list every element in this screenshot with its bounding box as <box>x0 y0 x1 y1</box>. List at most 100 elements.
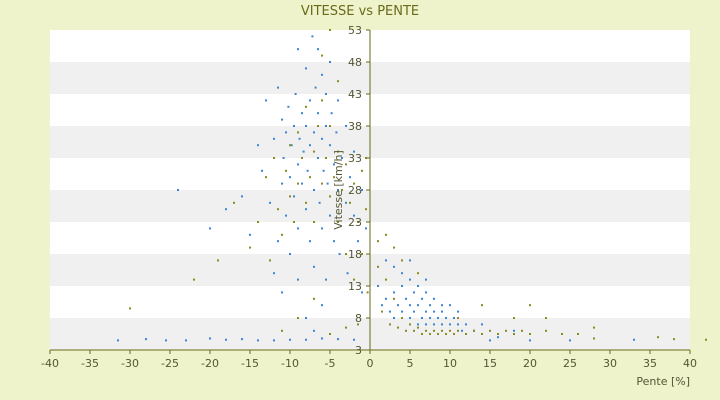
data-point <box>165 339 167 342</box>
x-tick-label: -15 <box>241 357 259 370</box>
data-point <box>301 157 303 159</box>
data-point <box>318 201 321 204</box>
data-point <box>273 272 275 275</box>
y-tick-label: 28 <box>348 184 362 197</box>
data-point <box>381 304 383 307</box>
data-point <box>311 35 314 38</box>
data-point <box>335 131 338 134</box>
data-point <box>297 48 299 51</box>
data-point <box>529 339 531 342</box>
data-point <box>314 86 317 89</box>
data-point <box>313 150 315 153</box>
data-point <box>449 304 451 307</box>
data-point <box>349 176 351 179</box>
data-point <box>345 125 347 127</box>
data-point <box>461 329 463 332</box>
data-point <box>393 265 395 268</box>
data-point <box>465 323 467 326</box>
x-tick-label: -20 <box>201 357 219 370</box>
data-point <box>481 323 483 326</box>
data-point <box>545 317 547 319</box>
data-point <box>309 240 311 243</box>
x-tick-label: 40 <box>683 357 697 370</box>
data-point <box>293 195 295 198</box>
data-point <box>321 137 323 140</box>
data-point <box>317 125 319 127</box>
data-point <box>313 189 315 191</box>
data-point <box>321 99 323 102</box>
data-point <box>305 105 307 108</box>
data-point <box>425 329 427 332</box>
data-point <box>345 253 347 255</box>
data-point <box>305 201 307 204</box>
data-point <box>341 189 343 191</box>
data-point <box>345 163 347 166</box>
data-point <box>273 137 275 140</box>
data-point <box>437 317 439 319</box>
data-point <box>309 176 311 179</box>
data-point <box>241 195 243 198</box>
data-point <box>389 310 391 313</box>
x-tick-label: -10 <box>281 357 299 370</box>
data-point <box>409 317 411 319</box>
data-point <box>481 304 483 307</box>
y-tick-label: 18 <box>348 248 362 261</box>
data-point <box>177 189 179 191</box>
data-point <box>289 253 291 255</box>
data-point <box>393 291 395 294</box>
data-point <box>441 310 443 313</box>
data-point <box>297 317 299 319</box>
x-tick-label: -40 <box>41 357 59 370</box>
data-point <box>497 333 499 335</box>
data-point <box>441 304 443 307</box>
data-point <box>317 157 319 159</box>
data-point <box>513 329 515 332</box>
data-point <box>473 329 475 332</box>
data-point <box>306 169 309 172</box>
data-point <box>217 259 219 262</box>
data-point <box>513 333 515 335</box>
data-point <box>305 317 307 319</box>
data-point <box>366 291 369 294</box>
data-point <box>337 99 339 102</box>
data-point <box>413 291 415 294</box>
data-point <box>313 131 315 134</box>
data-point <box>421 317 423 319</box>
data-point <box>353 214 355 217</box>
data-point <box>305 125 307 127</box>
data-point <box>361 291 363 294</box>
data-point <box>401 317 403 319</box>
data-point <box>349 201 351 204</box>
data-point <box>377 285 379 287</box>
data-point <box>425 278 427 281</box>
x-tick-label: -35 <box>81 357 99 370</box>
data-point <box>489 339 491 342</box>
data-point <box>321 304 323 307</box>
data-point <box>289 144 291 147</box>
data-point <box>317 48 319 51</box>
data-point <box>333 176 335 179</box>
y-tick-label: 13 <box>348 280 362 293</box>
data-point <box>329 61 331 63</box>
data-point <box>445 317 447 319</box>
data-point <box>341 157 343 159</box>
data-point <box>329 144 331 147</box>
data-point <box>233 201 235 204</box>
data-point <box>321 54 323 57</box>
data-point <box>337 221 339 223</box>
data-point <box>329 333 331 335</box>
x-tick-label: 25 <box>563 357 577 370</box>
data-point <box>409 323 411 326</box>
data-point <box>433 297 435 300</box>
data-point <box>569 339 571 342</box>
data-point <box>385 297 387 300</box>
data-point <box>285 169 287 172</box>
data-point <box>389 323 391 326</box>
data-point <box>281 118 283 121</box>
data-point <box>285 131 287 134</box>
data-point <box>281 233 283 236</box>
data-point <box>561 333 563 335</box>
data-point <box>345 326 347 329</box>
